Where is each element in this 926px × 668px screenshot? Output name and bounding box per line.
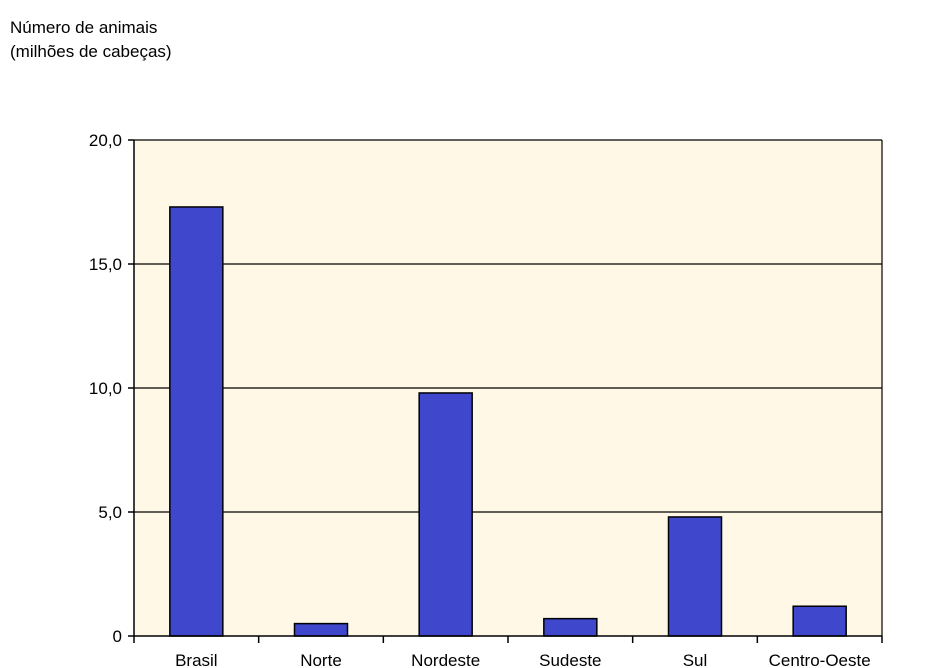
- bar-nordeste: [418, 392, 473, 637]
- bar-norte: [293, 622, 349, 637]
- bar-brasil: [169, 206, 224, 637]
- y-tick-label: 10,0: [89, 379, 122, 398]
- y-tick-label: 20,0: [89, 131, 122, 150]
- bar-sudeste: [543, 617, 598, 637]
- chart-title-line-2: (milhões de cabeças): [10, 42, 172, 61]
- y-tick-label: 5,0: [98, 503, 122, 522]
- chart-title-line-1: Número de animais: [10, 18, 158, 37]
- x-tick-label: Nordeste: [411, 651, 480, 668]
- x-tick-label: Sudeste: [539, 651, 601, 668]
- x-tick-label: Brasil: [175, 651, 218, 668]
- x-tick-label: Centro-Oeste: [769, 651, 871, 668]
- x-tick-label: Norte: [300, 651, 342, 668]
- y-tick-label: 0: [113, 627, 122, 646]
- y-tick-label: 15,0: [89, 255, 122, 274]
- bar-sul: [667, 516, 723, 637]
- bar-centro-oeste: [792, 605, 847, 637]
- x-tick-label: Sul: [683, 651, 708, 668]
